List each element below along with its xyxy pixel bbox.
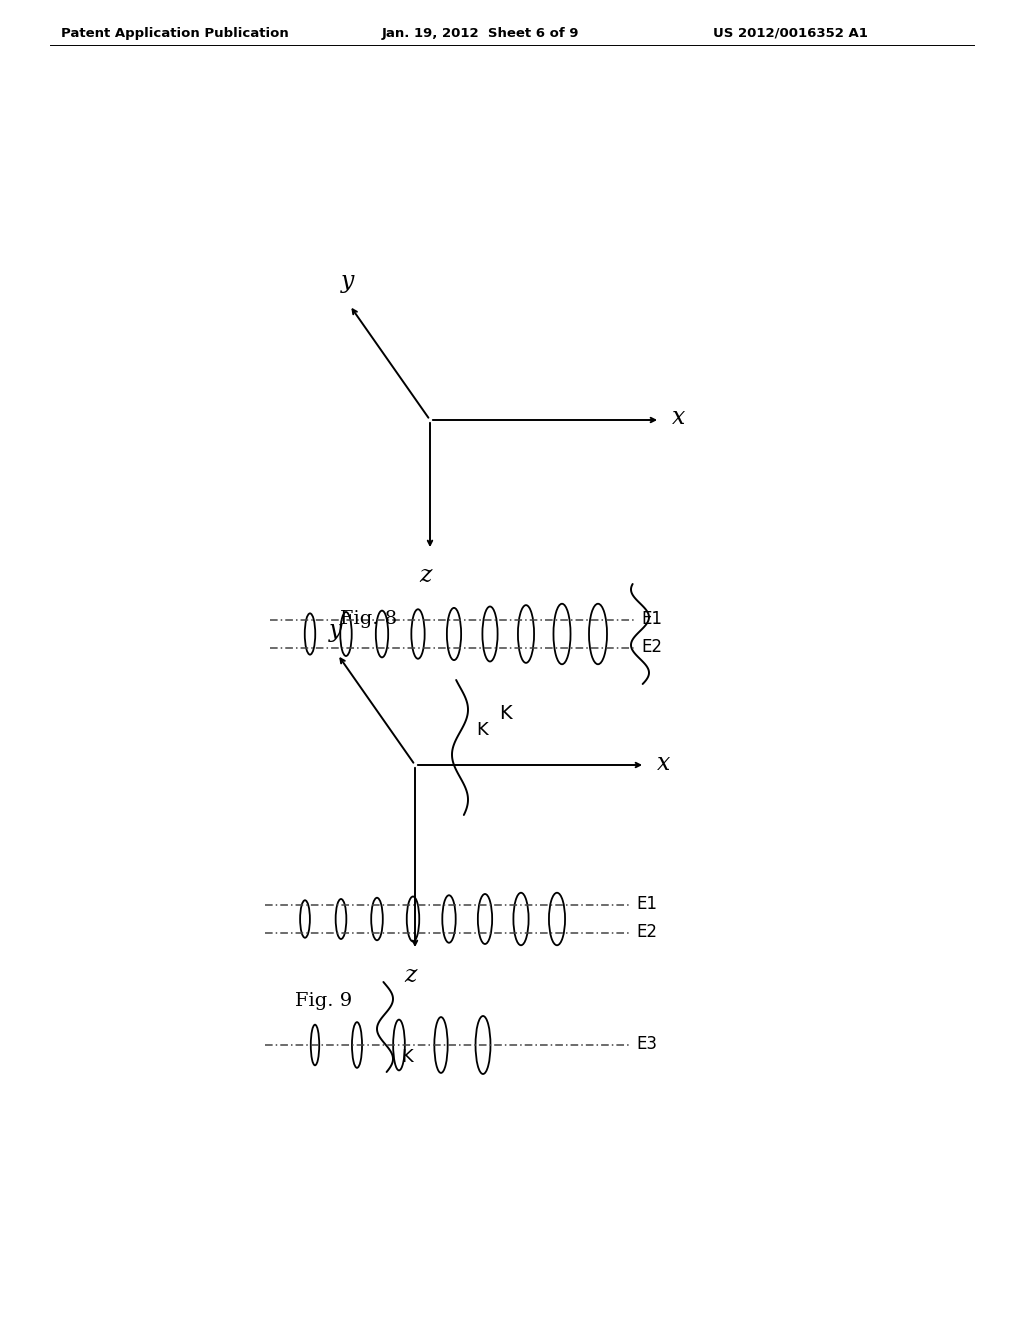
Text: y: y xyxy=(341,271,354,293)
Text: Fig. 8: Fig. 8 xyxy=(340,610,397,628)
Text: E2: E2 xyxy=(641,638,662,656)
Text: y: y xyxy=(329,619,342,643)
Text: Fig. 9: Fig. 9 xyxy=(295,993,352,1010)
Text: K: K xyxy=(476,721,487,739)
Text: US 2012/0016352 A1: US 2012/0016352 A1 xyxy=(713,26,867,40)
Text: E1: E1 xyxy=(636,895,657,913)
Text: z: z xyxy=(419,564,431,587)
Text: E1: E1 xyxy=(641,610,662,628)
Text: K: K xyxy=(499,704,511,723)
Text: Jan. 19, 2012  Sheet 6 of 9: Jan. 19, 2012 Sheet 6 of 9 xyxy=(381,26,579,40)
Text: Patent Application Publication: Patent Application Publication xyxy=(61,26,289,40)
Text: K: K xyxy=(401,1048,413,1067)
Text: x: x xyxy=(672,407,685,429)
Text: z: z xyxy=(403,964,416,987)
Text: E3: E3 xyxy=(636,1035,657,1053)
Text: E2: E2 xyxy=(636,923,657,941)
Text: x: x xyxy=(657,751,671,775)
